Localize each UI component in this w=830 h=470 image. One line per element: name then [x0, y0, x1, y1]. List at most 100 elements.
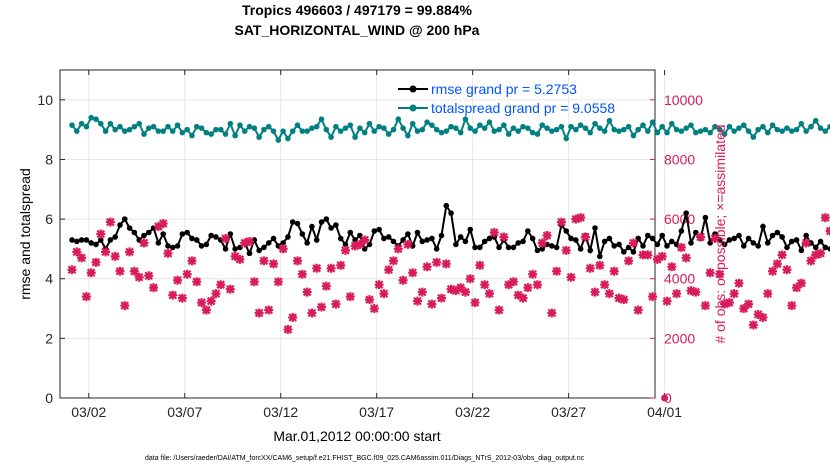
totalspread-point — [184, 126, 190, 133]
rmse-point — [587, 247, 594, 254]
rmse-point — [721, 241, 728, 248]
rmse-point — [467, 226, 474, 233]
totalspread-point — [304, 128, 310, 134]
totalspread-point — [294, 122, 301, 128]
rmse-point — [553, 244, 560, 251]
totalspread-point — [141, 131, 147, 137]
assimilated-point — [676, 242, 686, 252]
totalspread-point — [467, 125, 474, 131]
totalspread-point — [606, 117, 613, 124]
rmse-point — [621, 249, 627, 255]
totalspread-point — [241, 128, 248, 134]
totalspread-point — [577, 122, 584, 128]
totalspread-point — [534, 131, 541, 137]
rmse-point — [453, 241, 459, 248]
assimilated-point — [81, 292, 91, 302]
totalspread-point — [169, 128, 176, 134]
assimilated-point — [782, 265, 792, 275]
assimilated-point — [398, 275, 408, 285]
assimilated-point — [177, 293, 187, 303]
totalspread-point — [587, 129, 594, 136]
totalspread-point — [673, 126, 680, 133]
assimilated-point — [700, 301, 710, 311]
totalspread-point — [755, 126, 761, 133]
assimilated-point — [537, 238, 547, 248]
assimilated-point — [96, 229, 106, 239]
chart-title-line2: SAT_HORIZONTAL_WIND @ 200 hPa — [235, 22, 480, 38]
totalspread-point — [784, 125, 790, 131]
rmse-point — [304, 240, 310, 246]
rmse-point — [822, 244, 829, 251]
totalspread-point — [208, 131, 214, 137]
assimilated-point — [216, 280, 226, 290]
rmse-point — [160, 231, 166, 237]
assimilated-point — [355, 239, 365, 249]
totalspread-point — [285, 135, 291, 142]
totalspread-point — [227, 120, 234, 127]
totalspread-point — [112, 126, 118, 133]
assimilated-point — [475, 260, 485, 270]
totalspread-point — [443, 128, 450, 134]
rmse-point — [774, 229, 781, 236]
rmse-point — [198, 243, 205, 249]
assimilated-point — [580, 232, 590, 242]
totalspread-point — [160, 128, 166, 134]
assimilated-point — [374, 280, 384, 290]
totalspread-point — [256, 134, 262, 140]
totalspread-point — [496, 126, 502, 133]
x-tick-label: 03/22 — [455, 404, 490, 420]
assimilated-point — [182, 269, 192, 279]
series-assimilated — [67, 213, 830, 334]
totalspread-point — [812, 117, 819, 124]
y-right-tick-label: 4000 — [664, 271, 695, 287]
assimilated-point — [686, 286, 696, 296]
totalspread-point — [438, 129, 445, 136]
assimilated-point — [806, 256, 816, 266]
totalspread-point — [280, 128, 286, 134]
y-left-tick-label: 10 — [37, 92, 53, 108]
assimilated-point — [369, 304, 379, 314]
series-group — [67, 114, 830, 402]
assimilated-point — [494, 305, 504, 315]
assimilated-point — [825, 226, 830, 236]
rmse-point — [318, 219, 325, 225]
assimilated-point — [259, 256, 269, 266]
totalspread-point — [716, 126, 723, 133]
totalspread-point — [88, 114, 94, 121]
assimilated-point — [614, 293, 624, 303]
assimilated-point — [441, 259, 451, 269]
totalspread-point — [477, 122, 483, 128]
assimilated-point — [192, 277, 202, 287]
rmse-point — [93, 241, 99, 248]
totalspread-point — [309, 125, 315, 131]
totalspread-point — [563, 135, 570, 142]
totalspread-point — [525, 125, 531, 131]
assimilated-point — [672, 289, 682, 299]
assimilated-point — [350, 241, 360, 251]
assimilated-point — [317, 302, 327, 312]
assimilated-point — [110, 251, 120, 261]
totalspread-point — [150, 123, 157, 130]
rmse-point — [534, 247, 541, 254]
rmse-point — [294, 220, 301, 227]
assimilated-point — [451, 286, 461, 296]
assimilated-point — [561, 245, 571, 255]
rmse-point — [755, 243, 761, 249]
y-right-tick-label: 8000 — [664, 151, 695, 167]
rmse-point — [736, 232, 742, 239]
totalspread-point — [731, 128, 737, 134]
assimilated-point — [816, 248, 826, 258]
assimilated-point — [820, 213, 830, 223]
totalspread-point — [472, 128, 478, 134]
rmse-point — [107, 237, 114, 243]
assimilated-point — [67, 265, 77, 275]
assimilated-point — [753, 310, 763, 320]
totalspread-point — [414, 128, 421, 134]
totalspread-point — [501, 122, 507, 128]
assimilated-point — [547, 308, 557, 318]
totalspread-point — [750, 134, 757, 140]
totalspread-point — [203, 129, 210, 136]
rmse-point — [779, 234, 785, 240]
totalspread-point — [505, 131, 512, 137]
